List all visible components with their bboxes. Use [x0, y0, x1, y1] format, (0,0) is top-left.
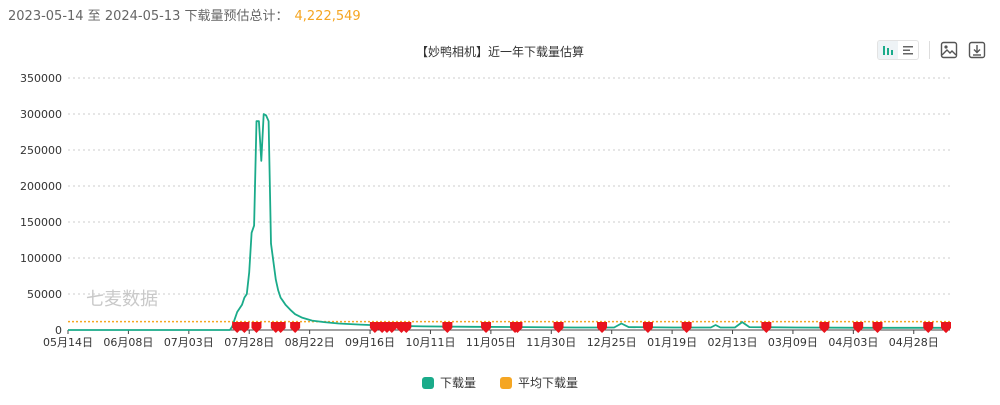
chart-legend: 下载量 平均下载量 — [0, 374, 1000, 391]
y-tick-label: 150000 — [20, 216, 62, 229]
x-tick-label: 11月05日 — [466, 336, 516, 349]
x-tick-label: 03月09日 — [768, 336, 818, 349]
x-tick-label: 04月28日 — [889, 336, 939, 349]
event-marker — [597, 322, 608, 333]
view-toggle — [877, 40, 919, 60]
download-summary: 2023-05-14 至 2024-05-13 下载量预估总计： 4,222,54… — [8, 5, 361, 24]
event-marker — [275, 322, 286, 333]
y-tick-label: 50000 — [27, 288, 62, 301]
download-icon[interactable] — [968, 41, 986, 59]
legend-swatch-average — [500, 376, 512, 389]
x-tick-label: 01月19日 — [647, 336, 697, 349]
x-tick-label: 12月25日 — [587, 336, 637, 349]
event-marker — [553, 322, 564, 333]
event-marker — [819, 322, 830, 333]
legend-label-average: 平均下载量 — [518, 376, 579, 390]
toolbar-divider — [929, 41, 930, 59]
event-marker — [401, 322, 412, 333]
y-tick-label: 350000 — [20, 72, 62, 85]
chart-toolbar — [877, 40, 986, 60]
event-marker — [442, 322, 453, 333]
bar-chart-icon[interactable] — [878, 41, 898, 59]
x-tick-label: 10月11日 — [405, 336, 455, 349]
x-tick-label: 06月08日 — [103, 336, 153, 349]
event-marker — [681, 322, 692, 333]
legend-item-average[interactable]: 平均下载量 — [500, 374, 578, 391]
watermark: 七麦数据 — [86, 289, 158, 310]
event-marker — [481, 322, 492, 333]
event-marker — [290, 322, 301, 333]
y-tick-label: 0 — [55, 324, 62, 337]
x-tick-label: 05月14日 — [43, 336, 93, 349]
legend-item-downloads[interactable]: 下载量 — [421, 374, 476, 391]
event-marker — [239, 322, 250, 333]
x-tick-label: 07月28日 — [224, 336, 274, 349]
legend-label-downloads: 下载量 — [439, 376, 476, 390]
event-marker — [251, 322, 262, 333]
event-marker — [941, 322, 951, 333]
event-marker — [512, 322, 523, 333]
summary-total: 4,222,549 — [294, 9, 361, 24]
x-tick-label: 04月03日 — [828, 336, 878, 349]
event-marker — [386, 322, 397, 333]
y-tick-label: 100000 — [20, 252, 62, 265]
chart-title: 【妙鸭相机】近一年下载量估算 — [416, 44, 584, 59]
save-image-icon[interactable] — [940, 41, 958, 59]
event-marker — [853, 322, 864, 333]
event-marker — [872, 322, 883, 333]
x-tick-label: 08月22日 — [285, 336, 335, 349]
y-tick-label: 250000 — [20, 144, 62, 157]
x-tick-label: 09月16日 — [345, 336, 395, 349]
summary-label: 2023-05-14 至 2024-05-13 下载量预估总计： — [8, 9, 289, 24]
y-tick-label: 200000 — [20, 180, 62, 193]
x-tick-label: 07月03日 — [164, 336, 214, 349]
downloads-line — [68, 113, 950, 331]
event-marker — [642, 322, 653, 333]
x-tick-label: 11月30日 — [526, 336, 576, 349]
event-marker — [761, 322, 772, 333]
list-icon[interactable] — [898, 41, 918, 59]
y-tick-label: 300000 — [20, 108, 62, 121]
event-marker — [923, 322, 934, 333]
x-tick-label: 02月13日 — [708, 336, 758, 349]
legend-swatch-downloads — [421, 376, 434, 389]
